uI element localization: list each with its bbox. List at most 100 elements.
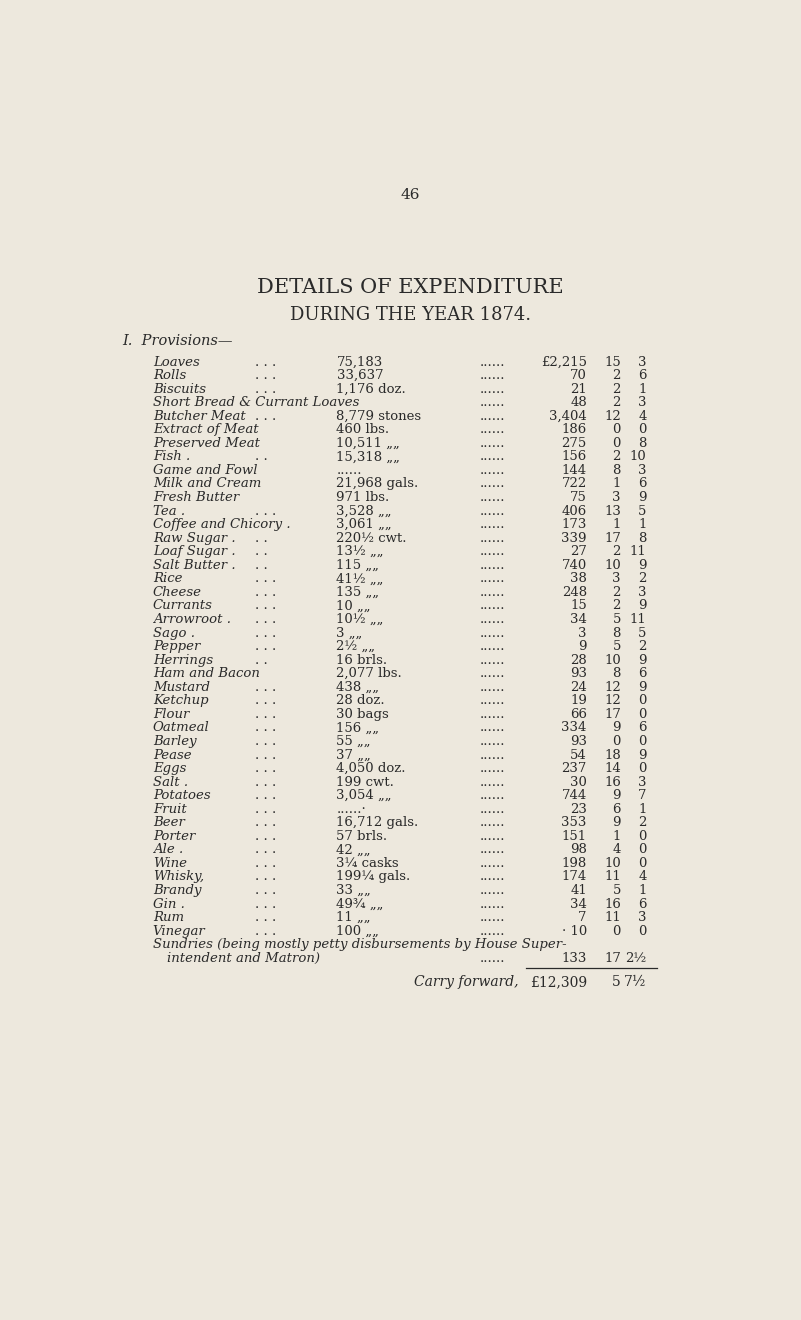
Text: 4: 4 [613,843,621,857]
Text: 11: 11 [604,911,621,924]
Text: Flour: Flour [153,708,189,721]
Text: 3: 3 [638,776,646,788]
Text: 339: 339 [562,532,587,545]
Text: 438 „„: 438 „„ [336,681,380,694]
Text: ......: ...... [480,667,505,680]
Text: Raw Sugar .: Raw Sugar . [153,532,235,545]
Text: DURING THE YEAR 1874.: DURING THE YEAR 1874. [290,306,531,325]
Text: Biscuits: Biscuits [153,383,206,396]
Text: 3: 3 [578,627,587,640]
Text: . . .: . . . [256,694,276,708]
Text: 10,511 „„: 10,511 „„ [336,437,400,450]
Text: 17: 17 [604,952,621,965]
Text: 10: 10 [630,450,646,463]
Text: Oatmeal: Oatmeal [153,722,210,734]
Text: Cheese: Cheese [153,586,202,599]
Text: ......: ...... [480,830,505,843]
Text: 0: 0 [638,735,646,748]
Text: Mustard: Mustard [153,681,210,694]
Text: ......: ...... [480,558,505,572]
Text: 37 „„: 37 „„ [336,748,371,762]
Text: . . .: . . . [256,857,276,870]
Text: 8,779 stones: 8,779 stones [336,409,421,422]
Text: 3: 3 [638,396,646,409]
Text: . . .: . . . [256,640,276,653]
Text: 11: 11 [630,545,646,558]
Text: 0: 0 [638,843,646,857]
Text: . . .: . . . [256,776,276,788]
Text: ......: ...... [480,884,505,898]
Text: . . .: . . . [256,383,276,396]
Text: 19: 19 [570,694,587,708]
Text: 3,404: 3,404 [549,409,587,422]
Text: 6: 6 [613,803,621,816]
Text: . . .: . . . [256,762,276,775]
Text: . . .: . . . [256,681,276,694]
Text: 3¼ casks: 3¼ casks [336,857,399,870]
Text: I.  Provisions—: I. Provisions— [122,334,232,348]
Text: 9: 9 [638,599,646,612]
Text: 2: 2 [613,545,621,558]
Text: Vinegar: Vinegar [153,925,206,937]
Text: 9: 9 [613,722,621,734]
Text: ......: ...... [480,450,505,463]
Text: 2,077 lbs.: 2,077 lbs. [336,667,402,680]
Text: Carry forward,: Carry forward, [414,975,518,990]
Text: 6: 6 [638,370,646,381]
Text: 1: 1 [613,519,621,531]
Text: 13½ „„: 13½ „„ [336,545,384,558]
Text: Ham and Bacon: Ham and Bacon [153,667,260,680]
Text: 220½ cwt.: 220½ cwt. [336,532,407,545]
Text: 42 „„: 42 „„ [336,843,371,857]
Text: 174: 174 [562,870,587,883]
Text: 9: 9 [638,558,646,572]
Text: Arrowroot .: Arrowroot . [153,612,231,626]
Text: Ale .: Ale . [153,843,183,857]
Text: 3,061 „„: 3,061 „„ [336,519,392,531]
Text: 8: 8 [613,463,621,477]
Text: 3: 3 [613,573,621,585]
Text: Brandy: Brandy [153,884,201,898]
Text: 722: 722 [562,478,587,491]
Text: 7: 7 [638,789,646,803]
Text: ......: ...... [480,952,505,965]
Text: 55 „„: 55 „„ [336,735,371,748]
Text: 11 „„: 11 „„ [336,911,371,924]
Text: 6: 6 [638,898,646,911]
Text: Beer: Beer [153,816,185,829]
Text: 33,637: 33,637 [336,370,383,381]
Text: 353: 353 [562,816,587,829]
Text: ......: ...... [480,586,505,599]
Text: Rum: Rum [153,911,184,924]
Text: ......: ...... [480,370,505,381]
Text: Porter: Porter [153,830,195,843]
Text: 5: 5 [613,612,621,626]
Text: Game and Fowl: Game and Fowl [153,463,257,477]
Text: ......: ...... [480,424,505,437]
Text: 1: 1 [638,519,646,531]
Text: . . .: . . . [256,722,276,734]
Text: ......: ...... [480,612,505,626]
Text: 971 lbs.: 971 lbs. [336,491,390,504]
Text: 54: 54 [570,748,587,762]
Text: 9: 9 [638,681,646,694]
Text: 6: 6 [638,478,646,491]
Text: Fruit: Fruit [153,803,187,816]
Text: ......: ...... [480,735,505,748]
Text: . .: . . [256,653,268,667]
Text: . . .: . . . [256,925,276,937]
Text: Rolls: Rolls [153,370,186,381]
Text: intendent and Matron): intendent and Matron) [167,952,320,965]
Text: 12: 12 [604,681,621,694]
Text: Pease: Pease [153,748,191,762]
Text: 21,968 gals.: 21,968 gals. [336,478,419,491]
Text: 27: 27 [570,545,587,558]
Text: Potatoes: Potatoes [153,789,211,803]
Text: . . .: . . . [256,830,276,843]
Text: 17: 17 [604,708,621,721]
Text: 3 „„: 3 „„ [336,627,363,640]
Text: 460 lbs.: 460 lbs. [336,424,389,437]
Text: 49¾ „„: 49¾ „„ [336,898,384,911]
Text: Sundries (being mostly petty disbursements by House Super-: Sundries (being mostly petty disbursemen… [153,939,566,952]
Text: . . .: . . . [256,627,276,640]
